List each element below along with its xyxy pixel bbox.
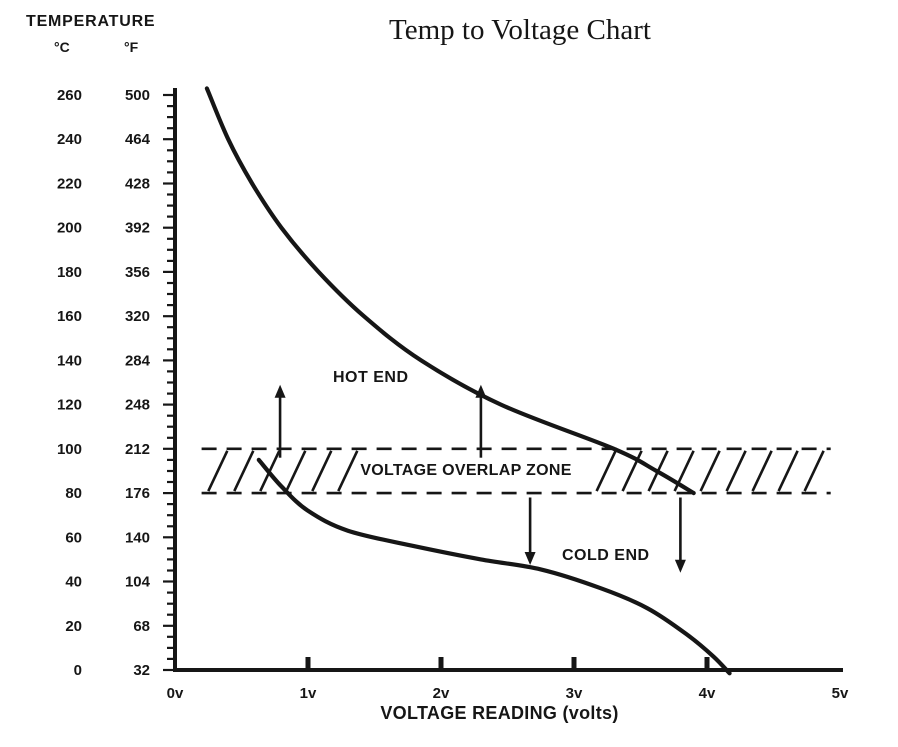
voltage-tick-label: 1v <box>300 685 317 702</box>
overlap-zone-hatch-line <box>595 450 617 492</box>
down-arrow-head-icon <box>674 559 686 573</box>
voltage-tick-label: 0v <box>167 685 184 702</box>
temp-tick-label-c: 260 <box>57 87 82 104</box>
temp-tick-label-f: 68 <box>133 618 150 635</box>
temp-tick-label-c: 240 <box>57 131 82 148</box>
temp-tick-label-c: 60 <box>65 529 82 546</box>
voltage-tick-label: 5v <box>832 685 849 702</box>
overlap-zone-hatch-line <box>621 450 643 492</box>
temp-tick-label-f: 356 <box>125 264 150 281</box>
overlap-zone-hatch-line <box>777 450 799 492</box>
temp-tick-label-c: 40 <box>65 574 82 591</box>
temp-tick-label-c: 200 <box>57 220 82 237</box>
y-axis-header-label: TEMPERATURE <box>26 13 156 30</box>
temp-tick-label-f: 428 <box>125 176 150 193</box>
temp-tick-label-c: 180 <box>57 264 82 281</box>
fahrenheit-unit-label: °F <box>124 39 139 55</box>
voltage-tick-label: 3v <box>566 685 583 702</box>
overlap-zone-hatch-line <box>285 450 307 492</box>
temp-tick-label-c: 0 <box>74 662 82 679</box>
temp-tick-label-c: 20 <box>65 618 82 635</box>
overlap-zone-hatch-line <box>311 450 333 492</box>
overlap-zone-hatch-line <box>751 450 773 492</box>
overlap-zone-annotation: VOLTAGE OVERLAP ZONE <box>360 462 572 479</box>
temp-tick-label-f: 500 <box>125 87 150 104</box>
voltage-tick-label: 4v <box>699 685 716 702</box>
overlap-zone-hatch-line <box>233 450 255 492</box>
temp-tick-label-f: 104 <box>125 574 151 591</box>
temp-tick-label-c: 140 <box>57 352 82 369</box>
temp-tick-label-c: 120 <box>57 397 82 414</box>
down-arrow-head-icon <box>524 552 536 565</box>
temp-tick-label-f: 212 <box>125 441 150 458</box>
voltage-tick-label: 2v <box>433 685 450 702</box>
temp-tick-label-f: 320 <box>125 308 150 325</box>
overlap-zone-hatch-line <box>803 450 825 492</box>
up-arrow-head-icon <box>274 384 286 398</box>
cold-end-annotation: COLD END <box>562 547 650 564</box>
overlap-zone-hatch-line <box>725 450 747 492</box>
curve-cold-end <box>256 457 732 676</box>
temp-tick-label-f: 140 <box>125 529 150 546</box>
x-axis-title: VOLTAGE READING (volts) <box>380 703 619 723</box>
temp-tick-label-f: 32 <box>133 662 150 679</box>
overlap-zone-hatch-line <box>699 450 721 492</box>
up-arrow-head-icon <box>475 384 487 398</box>
temp-tick-label-f: 284 <box>125 352 151 369</box>
overlap-zone-hatch-line <box>207 450 229 492</box>
chart-title: Temp to Voltage Chart <box>389 14 651 46</box>
temp-tick-label-c: 100 <box>57 441 82 458</box>
temp-tick-label-c: 80 <box>65 485 82 502</box>
curve-hot-end <box>204 86 696 496</box>
temp-tick-label-f: 464 <box>125 131 151 148</box>
temp-tick-label-c: 160 <box>57 308 82 325</box>
temp-tick-label-f: 176 <box>125 485 150 502</box>
temp-tick-label-f: 248 <box>125 397 150 414</box>
hot-end-annotation: HOT END <box>333 369 409 386</box>
overlap-zone-hatch-line <box>337 450 359 492</box>
temp-tick-label-f: 392 <box>125 220 150 237</box>
temp-tick-label-c: 220 <box>57 176 82 193</box>
celsius-unit-label: °C <box>54 39 70 55</box>
